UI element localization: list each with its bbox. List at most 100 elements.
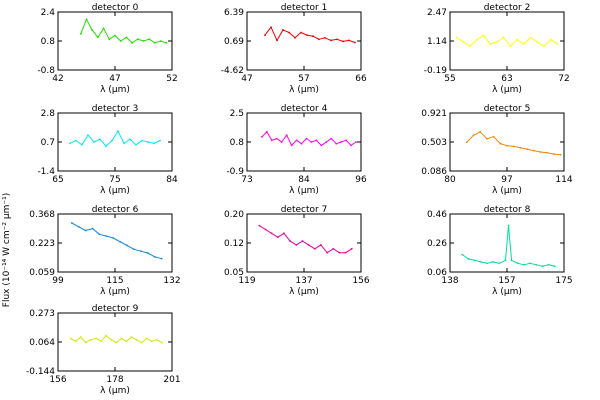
x-tick-label: 132 bbox=[163, 276, 180, 286]
x-tick-label: 63 bbox=[501, 74, 512, 84]
y-tick-label: 6.39 bbox=[224, 8, 244, 18]
data-point bbox=[95, 337, 97, 340]
data-point bbox=[486, 262, 488, 265]
data-point bbox=[479, 130, 482, 133]
data-point bbox=[504, 259, 507, 262]
x-axis-label: λ (μm) bbox=[289, 287, 319, 297]
x-tick-label: 114 bbox=[555, 175, 572, 185]
data-point bbox=[84, 341, 87, 344]
panel-title: detector 8 bbox=[484, 205, 531, 215]
panel-title: detector 1 bbox=[281, 3, 328, 13]
x-axis-label: λ (μm) bbox=[289, 186, 319, 196]
y-tick-label: 1.14 bbox=[427, 37, 447, 47]
data-point bbox=[148, 38, 151, 41]
data-point bbox=[79, 32, 82, 35]
data-point bbox=[335, 142, 338, 145]
x-tick-label: 47 bbox=[109, 74, 120, 84]
data-point bbox=[123, 142, 125, 145]
data-point bbox=[472, 134, 475, 137]
spectrum-line bbox=[70, 335, 163, 344]
y-tick-label: 0.69 bbox=[224, 37, 244, 47]
data-point bbox=[289, 240, 292, 242]
y-tick-label: -0.144 bbox=[26, 367, 55, 377]
x-tick-label: 66 bbox=[355, 74, 367, 84]
data-point bbox=[285, 134, 288, 137]
shared-flux-axis-label: Flux (10⁻¹⁴ W cm⁻² μm⁻¹) bbox=[2, 193, 12, 307]
data-point bbox=[154, 41, 156, 44]
data-point bbox=[345, 139, 348, 142]
panel-title: detector 3 bbox=[92, 104, 139, 114]
y-tick-label: 0.503 bbox=[421, 138, 447, 148]
x-tick-label: 175 bbox=[555, 276, 572, 286]
x-tick-label: 75 bbox=[109, 175, 120, 185]
data-point bbox=[512, 145, 515, 148]
data-point bbox=[455, 36, 458, 39]
data-point bbox=[509, 45, 512, 48]
data-point bbox=[165, 41, 168, 44]
data-point bbox=[105, 334, 108, 337]
data-point bbox=[133, 248, 135, 251]
y-tick-label: -1.4 bbox=[37, 167, 55, 177]
data-point bbox=[559, 153, 562, 156]
data-point bbox=[546, 151, 549, 154]
panel-title: detector 5 bbox=[484, 104, 531, 114]
y-tick-label: 0.8 bbox=[230, 138, 245, 148]
spectrum-line bbox=[80, 18, 167, 44]
data-point bbox=[492, 135, 495, 138]
x-axis-label: λ (μm) bbox=[289, 85, 319, 95]
data-point bbox=[115, 341, 118, 344]
panel-detector-9: detector 9 156 178 201 -0.144 0.064 0.273 λ (μm… bbox=[26, 304, 181, 396]
y-tick-label: 0.059 bbox=[29, 268, 55, 278]
x-axis-label: λ (μm) bbox=[492, 186, 522, 196]
panel-detector-1: detector 1 47 57 66 -4.62 0.69 6.39 λ (μm) bbox=[221, 3, 367, 95]
data-point bbox=[338, 251, 341, 254]
data-point bbox=[105, 235, 108, 238]
data-point bbox=[355, 141, 357, 143]
data-point bbox=[275, 137, 278, 140]
y-tick-label: 2.4 bbox=[41, 8, 56, 18]
data-point bbox=[482, 34, 485, 37]
panel-title: detector 6 bbox=[92, 205, 139, 215]
x-axis-label: λ (μm) bbox=[492, 85, 522, 95]
data-point bbox=[305, 137, 308, 140]
data-point bbox=[332, 247, 335, 250]
data-point bbox=[81, 143, 83, 146]
data-point bbox=[153, 255, 156, 258]
y-tick-label: 2.5 bbox=[230, 109, 244, 119]
data-point bbox=[542, 45, 545, 48]
data-point bbox=[502, 36, 505, 39]
data-point bbox=[499, 142, 502, 145]
data-point bbox=[315, 139, 318, 142]
data-point bbox=[126, 244, 128, 247]
data-point bbox=[553, 265, 556, 268]
y-tick-label: 0.064 bbox=[29, 338, 55, 348]
data-point bbox=[461, 253, 464, 256]
data-point bbox=[506, 144, 508, 147]
data-point bbox=[529, 262, 532, 265]
data-point bbox=[556, 43, 559, 45]
detector-panels: detector 042 47 52-0.80.82.4λ (μm)detector… bbox=[26, 3, 573, 396]
panel-detector-2: detector 2 55 63 72 -0.19 1.14 2.47 λ (μm) bbox=[424, 3, 570, 95]
data-point bbox=[535, 263, 538, 266]
data-point bbox=[159, 139, 161, 142]
data-point bbox=[475, 38, 478, 41]
spectrum-line bbox=[462, 225, 555, 267]
y-tick-label: 0.46 bbox=[427, 210, 447, 220]
data-point bbox=[140, 341, 143, 344]
data-point bbox=[541, 265, 544, 268]
data-point bbox=[526, 148, 529, 151]
data-point bbox=[91, 227, 94, 230]
data-point bbox=[300, 142, 303, 145]
x-tick-label: 156 bbox=[352, 276, 369, 286]
data-point bbox=[93, 141, 95, 143]
x-tick-label: 42 bbox=[52, 74, 63, 84]
data-point bbox=[145, 337, 148, 340]
data-point bbox=[496, 40, 498, 43]
data-point bbox=[110, 338, 113, 341]
spectrum-line bbox=[264, 26, 356, 43]
data-point bbox=[350, 247, 353, 250]
y-tick-label: 2.8 bbox=[41, 109, 56, 119]
data-point bbox=[136, 38, 139, 41]
data-point bbox=[98, 233, 101, 236]
data-point bbox=[264, 228, 267, 231]
